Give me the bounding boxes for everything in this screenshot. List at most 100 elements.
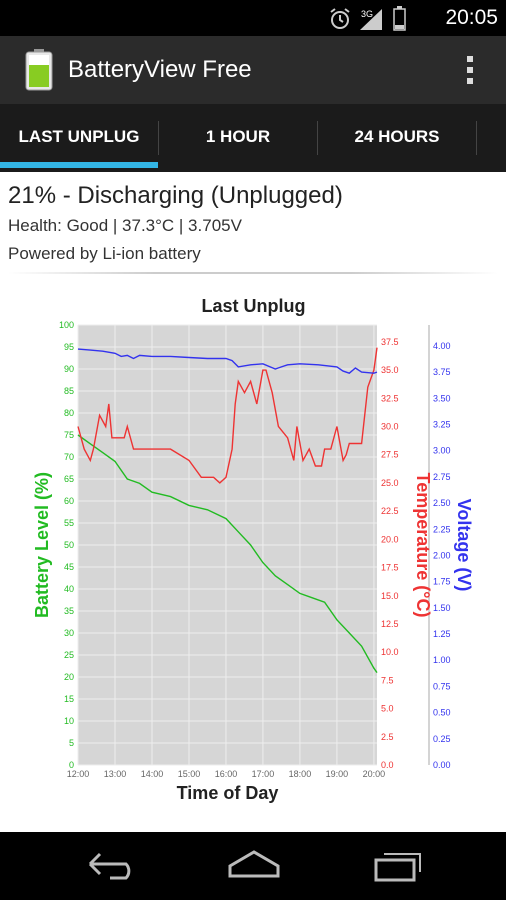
status-time: 20:05 (445, 6, 498, 29)
battery-app-icon (24, 49, 54, 96)
temperature-tick-label: 30.0 (381, 422, 399, 432)
tab-24-hours[interactable]: 24 HOURS (354, 127, 440, 146)
level-series-line (77, 434, 378, 674)
temperature-tick-label: 22.5 (381, 506, 399, 516)
temperature-tick-label: 20.0 (381, 534, 399, 544)
level-tick-label: 20 (64, 672, 74, 682)
network-type: 3G (361, 9, 373, 19)
voltage-series-line (77, 348, 378, 374)
voltage-tick-label: 0.00 (433, 760, 451, 770)
temperature-tick-label: 15.0 (381, 591, 399, 601)
level-tick-label: 40 (64, 584, 74, 594)
level-tick-label: 90 (64, 364, 74, 374)
chart-title: Last Unplug (202, 296, 306, 316)
level-tick-label: 25 (64, 650, 74, 660)
temperature-tick-label: 10.0 (381, 647, 399, 657)
level-tick-label: 60 (64, 496, 74, 506)
active-tab-indicator (0, 162, 158, 168)
temperature-tick-label: 7.5 (381, 675, 394, 685)
level-tick-label: 70 (64, 452, 74, 462)
x-tick-label: 15:00 (178, 769, 201, 779)
recent-apps-button[interactable] (370, 846, 426, 891)
battery-content: 21% - Discharging (Unplugged) Health: Go… (0, 172, 506, 832)
x-tick-label: 20:00 (363, 769, 386, 779)
x-tick-label: 13:00 (104, 769, 127, 779)
action-bar: BatteryView Free (0, 36, 506, 104)
level-tick-label: 65 (64, 474, 74, 484)
temperature-tick-label: 35.0 (381, 365, 399, 375)
temperature-tick-label: 25.0 (381, 478, 399, 488)
x-axis-title: Time of Day (177, 783, 279, 803)
tab-divider (476, 121, 477, 155)
level-tick-label: 85 (64, 386, 74, 396)
voltage-tick-label: 2.50 (433, 498, 451, 508)
battery-chart: 12:00 13:00 14:00 15:00 16:00 17:00 18:00 19:00… (32, 296, 474, 803)
tab-1-hour[interactable]: 1 HOUR (205, 127, 271, 146)
app-title: BatteryView Free (68, 56, 252, 83)
temperature-tick-label: 0.0 (381, 760, 394, 770)
x-tick-label: 18:00 (289, 769, 312, 779)
voltage-tick-label: 0.50 (433, 708, 451, 718)
x-tick-label: 16:00 (215, 769, 238, 779)
level-tick-label: 0 (69, 760, 74, 770)
level-tick-label: 50 (64, 540, 74, 550)
tab-bar: LAST UNPLUG 1 HOUR 24 HOURS (0, 104, 506, 172)
voltage-tick-label: 1.50 (433, 603, 451, 613)
level-tick-label: 55 (64, 518, 74, 528)
level-tick-label: 95 (64, 342, 74, 352)
voltage-axis-title: Voltage (V) (454, 499, 474, 592)
divider (8, 272, 498, 274)
status-bar: 3G 20:05 (0, 0, 506, 36)
temperature-tick-label: 17.5 (381, 563, 399, 573)
temperature-tick-label: 2.5 (381, 732, 394, 742)
tab-last-unplug[interactable]: LAST UNPLUG (18, 127, 140, 146)
voltage-tick-label: 3.50 (433, 393, 451, 403)
voltage-tick-label: 2.25 (433, 524, 451, 534)
temperature-tick-label: 27.5 (381, 450, 399, 460)
level-tick-label: 100 (59, 320, 74, 330)
level-tick-label: 5 (69, 738, 74, 748)
level-axis-title: Battery Level (%) (32, 472, 52, 618)
level-tick-label: 35 (64, 606, 74, 616)
status-icons: 3G (328, 6, 418, 31)
level-tick-label: 10 (64, 716, 74, 726)
voltage-tick-label: 4.00 (433, 341, 451, 351)
voltage-tick-label: 0.75 (433, 681, 451, 691)
alarm-icon (330, 8, 350, 29)
overflow-menu-icon[interactable] (460, 52, 480, 88)
back-button[interactable] (86, 846, 140, 891)
navigation-bar (0, 832, 506, 900)
battery-status-icon (393, 6, 406, 31)
temperature-tick-label: 12.5 (381, 619, 399, 629)
voltage-tick-label: 3.75 (433, 367, 451, 377)
voltage-tick-label: 3.00 (433, 446, 451, 456)
x-tick-label: 12:00 (67, 769, 90, 779)
temperature-tick-label: 32.5 (381, 393, 399, 403)
voltage-tick-label: 3.25 (433, 420, 451, 430)
voltage-tick-label: 1.00 (433, 655, 451, 665)
x-tick-label: 19:00 (326, 769, 349, 779)
home-button[interactable] (226, 846, 282, 891)
temperature-tick-label: 5.0 (381, 704, 394, 714)
x-tick-label: 14:00 (141, 769, 164, 779)
voltage-tick-label: 1.75 (433, 577, 451, 587)
tab-divider (158, 121, 159, 155)
temperature-axis-title: Temperature (°C) (413, 473, 433, 618)
voltage-tick-label: 0.25 (433, 734, 451, 744)
battery-status: 21% - Discharging (Unplugged) (8, 182, 343, 209)
x-tick-label: 17:00 (252, 769, 275, 779)
voltage-tick-label: 1.25 (433, 629, 451, 639)
battery-power-source: Powered by Li-ion battery (8, 244, 201, 263)
battery-details: Health: Good | 37.3°C | 3.705V (8, 216, 242, 235)
voltage-tick-label: 2.75 (433, 472, 451, 482)
temperature-series-line (77, 347, 378, 484)
level-tick-label: 80 (64, 408, 74, 418)
signal-icon (360, 9, 382, 30)
level-tick-label: 45 (64, 562, 74, 572)
level-tick-label: 75 (64, 430, 74, 440)
level-tick-label: 30 (64, 628, 74, 638)
voltage-tick-label: 2.00 (433, 550, 451, 560)
tab-divider (317, 121, 318, 155)
temperature-tick-label: 37.5 (381, 337, 399, 347)
level-tick-label: 15 (64, 694, 74, 704)
